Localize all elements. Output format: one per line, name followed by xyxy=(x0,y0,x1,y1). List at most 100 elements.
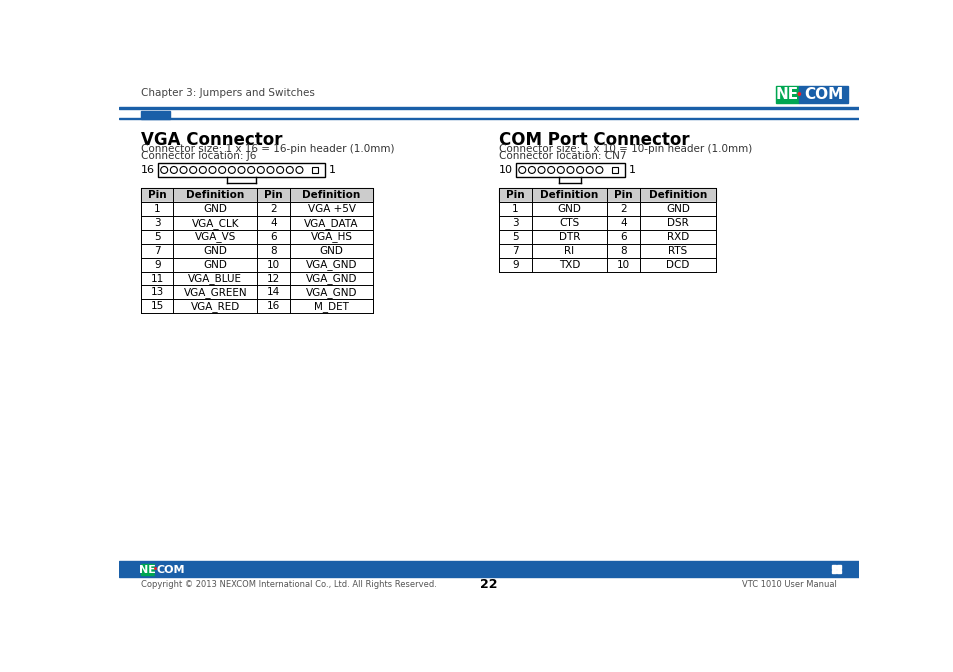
Text: Definition: Definition xyxy=(186,190,244,200)
Text: 1: 1 xyxy=(629,165,636,175)
Bar xyxy=(141,230,373,244)
Text: Definition: Definition xyxy=(539,190,598,200)
Circle shape xyxy=(557,167,564,173)
Bar xyxy=(119,81,858,106)
Text: NE: NE xyxy=(139,564,155,575)
Text: 16: 16 xyxy=(267,301,280,311)
Text: VGA_CLK: VGA_CLK xyxy=(192,218,239,228)
Bar xyxy=(498,230,716,244)
Circle shape xyxy=(228,167,235,173)
Bar xyxy=(119,561,858,577)
Text: 14: 14 xyxy=(267,288,280,298)
Text: Pin: Pin xyxy=(614,190,633,200)
Text: 6: 6 xyxy=(270,232,276,242)
Bar xyxy=(498,216,716,230)
Bar xyxy=(141,271,373,286)
Text: NE: NE xyxy=(775,87,798,102)
Text: VGA Connector: VGA Connector xyxy=(141,130,282,149)
Text: GND: GND xyxy=(203,259,227,269)
Text: TXD: TXD xyxy=(558,259,579,269)
Circle shape xyxy=(171,167,177,173)
Bar xyxy=(612,167,618,173)
Text: COM: COM xyxy=(803,87,842,102)
Bar xyxy=(776,86,799,103)
Text: 12: 12 xyxy=(267,274,280,284)
Text: Definition: Definition xyxy=(648,190,706,200)
Text: VGA_VS: VGA_VS xyxy=(194,231,235,243)
Text: 9: 9 xyxy=(512,259,518,269)
Circle shape xyxy=(180,167,187,173)
Text: Connector location: CN7: Connector location: CN7 xyxy=(498,151,626,161)
Text: VGA_GND: VGA_GND xyxy=(306,273,357,284)
Circle shape xyxy=(528,167,535,173)
Text: 7: 7 xyxy=(512,246,518,256)
Text: Connector size: 1 x 10 = 10-pin header (1.0mm): Connector size: 1 x 10 = 10-pin header (… xyxy=(498,144,752,154)
Circle shape xyxy=(209,167,215,173)
Bar xyxy=(141,202,373,216)
Text: Pin: Pin xyxy=(264,190,282,200)
Text: DTR: DTR xyxy=(558,232,579,242)
Bar xyxy=(141,216,373,230)
Bar xyxy=(141,112,171,119)
Text: Connector location: J6: Connector location: J6 xyxy=(141,151,256,161)
Circle shape xyxy=(576,167,583,173)
Circle shape xyxy=(267,167,274,173)
Bar xyxy=(498,188,716,202)
Bar xyxy=(141,244,373,258)
Text: VGA_GND: VGA_GND xyxy=(306,259,357,270)
Bar xyxy=(119,107,858,109)
Text: RI: RI xyxy=(564,246,574,256)
Text: 7: 7 xyxy=(153,246,160,256)
Bar xyxy=(141,286,373,299)
Text: GND: GND xyxy=(665,204,689,214)
Text: 3: 3 xyxy=(512,218,518,228)
Text: VGA +5V: VGA +5V xyxy=(307,204,355,214)
Text: GND: GND xyxy=(557,204,580,214)
Text: •: • xyxy=(152,565,157,574)
Circle shape xyxy=(596,167,602,173)
Bar xyxy=(312,167,318,173)
Text: Chapter 3: Jumpers and Switches: Chapter 3: Jumpers and Switches xyxy=(141,88,314,98)
Bar xyxy=(141,299,373,313)
Bar xyxy=(141,258,373,271)
Bar xyxy=(498,258,716,271)
Text: 9: 9 xyxy=(153,259,160,269)
Text: 13: 13 xyxy=(151,288,164,298)
Bar xyxy=(158,163,324,177)
Text: 2: 2 xyxy=(619,204,626,214)
Text: RTS: RTS xyxy=(668,246,687,256)
Text: 4: 4 xyxy=(270,218,276,228)
Text: 5: 5 xyxy=(153,232,160,242)
Text: 15: 15 xyxy=(151,301,164,311)
Circle shape xyxy=(547,167,554,173)
Text: VGA_DATA: VGA_DATA xyxy=(304,218,358,228)
Bar xyxy=(831,570,835,573)
Text: 16: 16 xyxy=(141,165,154,175)
Bar xyxy=(831,565,835,569)
Text: GND: GND xyxy=(203,246,227,256)
Text: 1: 1 xyxy=(153,204,160,214)
Bar xyxy=(836,570,840,573)
Circle shape xyxy=(257,167,264,173)
Circle shape xyxy=(537,167,544,173)
Text: GND: GND xyxy=(203,204,227,214)
Text: 10: 10 xyxy=(267,259,280,269)
Bar xyxy=(516,163,624,177)
Text: 5: 5 xyxy=(512,232,518,242)
Text: COM Port Connector: COM Port Connector xyxy=(498,130,689,149)
Text: Connector size: 1 x 16 = 16-pin header (1.0mm): Connector size: 1 x 16 = 16-pin header (… xyxy=(141,144,394,154)
Text: 11: 11 xyxy=(151,274,164,284)
Bar xyxy=(799,86,847,103)
Text: RXD: RXD xyxy=(666,232,688,242)
Text: •: • xyxy=(795,89,801,99)
Circle shape xyxy=(190,167,196,173)
Circle shape xyxy=(276,167,283,173)
Text: VTC 1010 User Manual: VTC 1010 User Manual xyxy=(741,580,836,589)
Circle shape xyxy=(286,167,293,173)
Text: VGA_BLUE: VGA_BLUE xyxy=(188,273,242,284)
Text: 4: 4 xyxy=(619,218,626,228)
Text: Definition: Definition xyxy=(302,190,360,200)
Text: VGA_HS: VGA_HS xyxy=(311,231,353,243)
Text: CTS: CTS xyxy=(558,218,579,228)
Text: GND: GND xyxy=(319,246,343,256)
